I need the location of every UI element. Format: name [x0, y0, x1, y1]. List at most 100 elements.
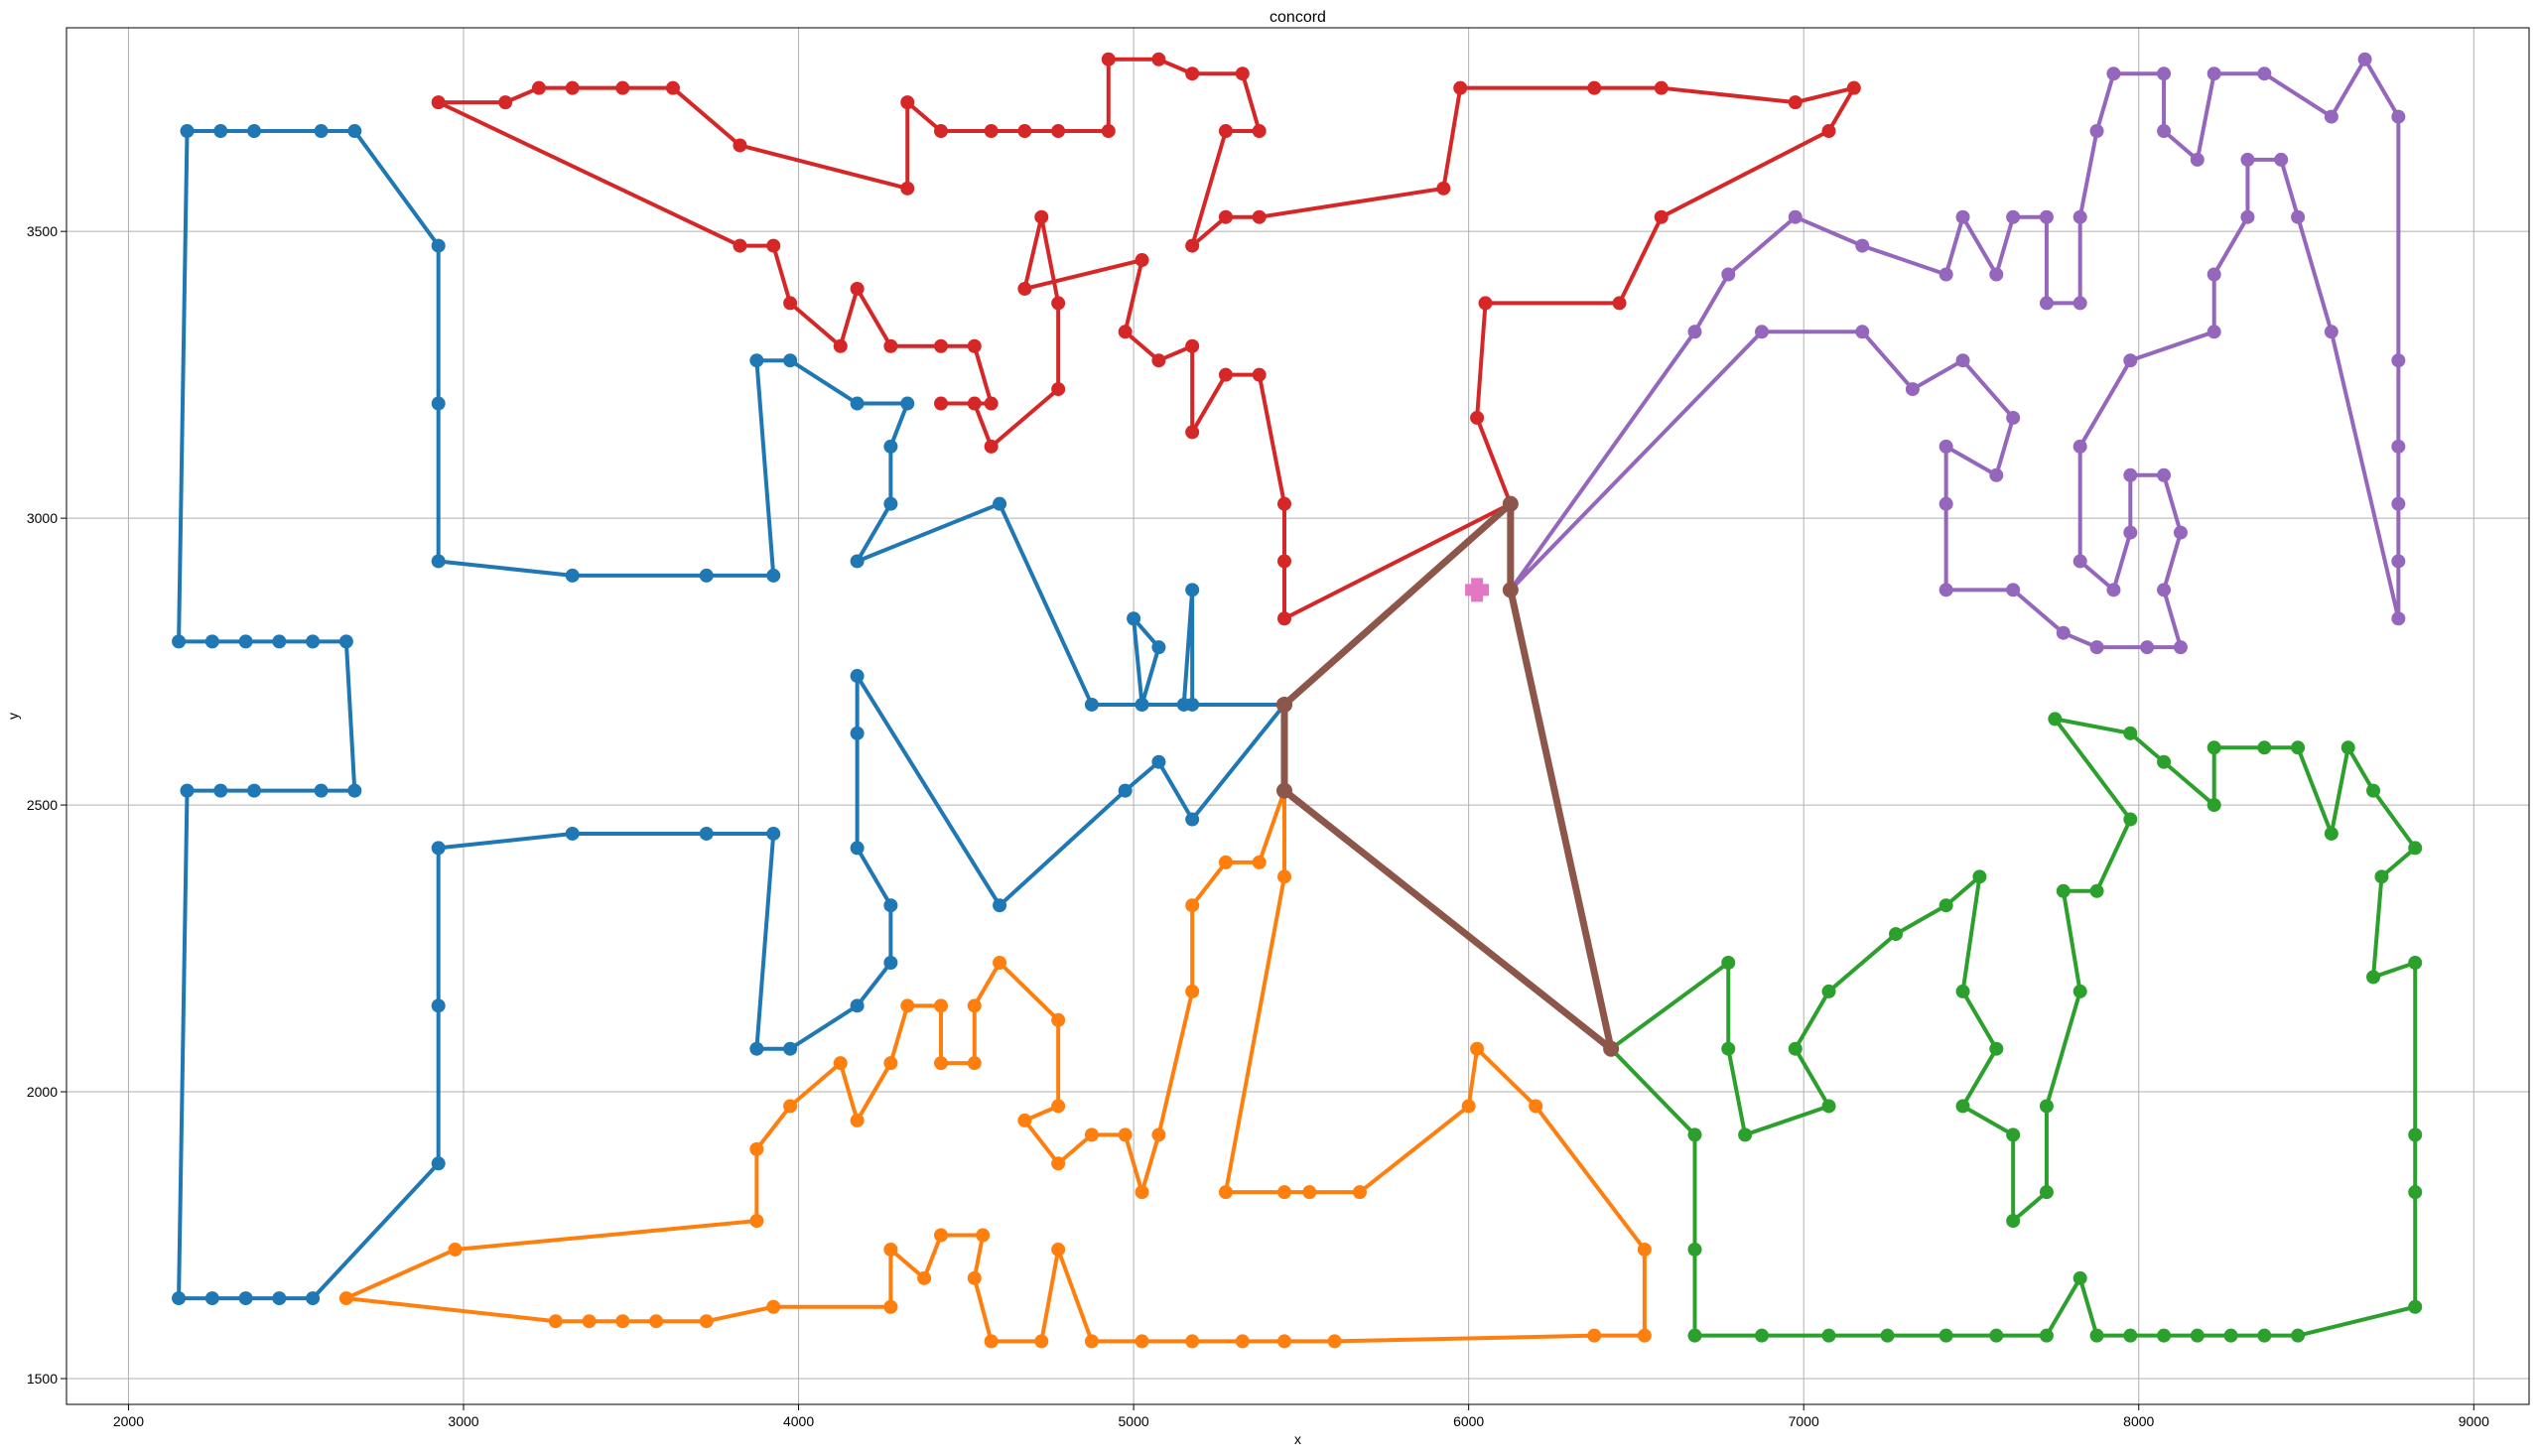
data-point	[993, 898, 1007, 913]
data-point	[967, 998, 982, 1013]
data-point	[615, 1314, 630, 1329]
data-point	[272, 1291, 287, 1306]
data-point	[1470, 410, 1485, 425]
data-point	[984, 124, 999, 139]
data-point	[2391, 611, 2406, 626]
series-line	[1280, 500, 1615, 1053]
data-point	[272, 634, 287, 649]
data-point	[1084, 1127, 1099, 1142]
data-point	[338, 1291, 353, 1306]
data-point	[1938, 898, 1953, 913]
data-point	[2072, 1270, 2087, 1285]
data-point	[2190, 152, 2205, 167]
data-point	[1151, 353, 1166, 368]
data-point	[934, 338, 949, 353]
data-point	[1218, 1185, 1233, 1200]
data-point	[213, 124, 228, 139]
data-point	[2072, 209, 2087, 224]
data-point	[1687, 1127, 1702, 1142]
x-tick-label: 9000	[2459, 1413, 2489, 1429]
data-point	[850, 841, 865, 856]
data-point	[1275, 782, 1292, 799]
data-point	[2072, 439, 2087, 454]
data-point	[1118, 325, 1133, 339]
data-point	[2039, 209, 2054, 224]
data-point	[172, 634, 187, 649]
data-point	[699, 826, 714, 841]
data-point	[1127, 611, 1141, 626]
data-point	[1821, 1328, 1836, 1343]
data-point	[1821, 984, 1836, 998]
data-point	[2039, 1185, 2054, 1200]
data-point	[1252, 367, 1267, 382]
x-axis-label: x	[1294, 1431, 1301, 1447]
data-point	[1687, 1242, 1702, 1257]
data-point	[1051, 1156, 1066, 1171]
data-point	[1185, 338, 1200, 353]
data-point	[2056, 883, 2071, 898]
data-point	[1989, 1041, 2004, 1056]
data-point	[314, 124, 329, 139]
data-point	[2089, 1328, 2104, 1343]
data-point	[2340, 740, 2355, 755]
data-point	[1955, 209, 1970, 224]
data-point	[850, 998, 865, 1013]
data-point	[967, 1270, 982, 1285]
data-point	[2006, 1127, 2021, 1142]
data-point	[1276, 869, 1291, 884]
data-point	[314, 783, 329, 798]
data-point	[431, 1156, 446, 1171]
data-point	[2072, 554, 2087, 569]
data-point	[1721, 267, 1736, 282]
data-point	[883, 1056, 898, 1071]
series-6	[1275, 495, 1620, 1057]
data-point	[850, 396, 865, 411]
x-tick-label: 3000	[448, 1413, 478, 1429]
data-point	[2140, 640, 2155, 655]
data-point	[2391, 353, 2406, 368]
data-point	[1235, 1334, 1250, 1349]
data-point	[1654, 209, 1669, 224]
data-point	[1587, 80, 1602, 95]
data-point	[1587, 1328, 1602, 1343]
data-point	[582, 1314, 597, 1329]
data-point	[565, 80, 580, 95]
data-point	[431, 238, 446, 253]
data-point	[2257, 66, 2272, 81]
data-point	[1721, 1041, 1736, 1056]
data-point	[2190, 1328, 2205, 1343]
data-point	[2123, 812, 2138, 827]
data-point	[1017, 281, 1032, 296]
data-point	[2291, 209, 2306, 224]
y-tick-label: 2000	[27, 1084, 58, 1100]
data-point	[900, 998, 915, 1013]
data-point	[1101, 124, 1116, 139]
data-point	[1788, 95, 1803, 110]
data-point	[993, 956, 1007, 971]
plot-area	[172, 52, 2423, 1349]
data-point	[1218, 855, 1233, 869]
series-line	[436, 57, 1856, 621]
data-point	[733, 238, 747, 253]
data-point	[1051, 1099, 1066, 1114]
data-point	[934, 1228, 949, 1243]
data-point	[984, 1334, 999, 1349]
data-point	[565, 568, 580, 583]
data-point	[1034, 1334, 1049, 1349]
data-point	[833, 1056, 848, 1071]
data-point	[306, 1291, 321, 1306]
data-point	[1989, 1328, 2004, 1343]
axes-frame	[66, 27, 2530, 1405]
data-point	[766, 238, 781, 253]
data-point	[2366, 783, 2381, 798]
data-point	[2039, 296, 2054, 311]
data-point	[749, 1141, 764, 1156]
series-line	[1609, 717, 2418, 1338]
data-point	[2006, 410, 2021, 425]
data-point	[2173, 640, 2188, 655]
data-point	[883, 439, 898, 454]
data-point	[766, 826, 781, 841]
data-point	[498, 95, 513, 110]
data-point	[1821, 124, 1836, 139]
